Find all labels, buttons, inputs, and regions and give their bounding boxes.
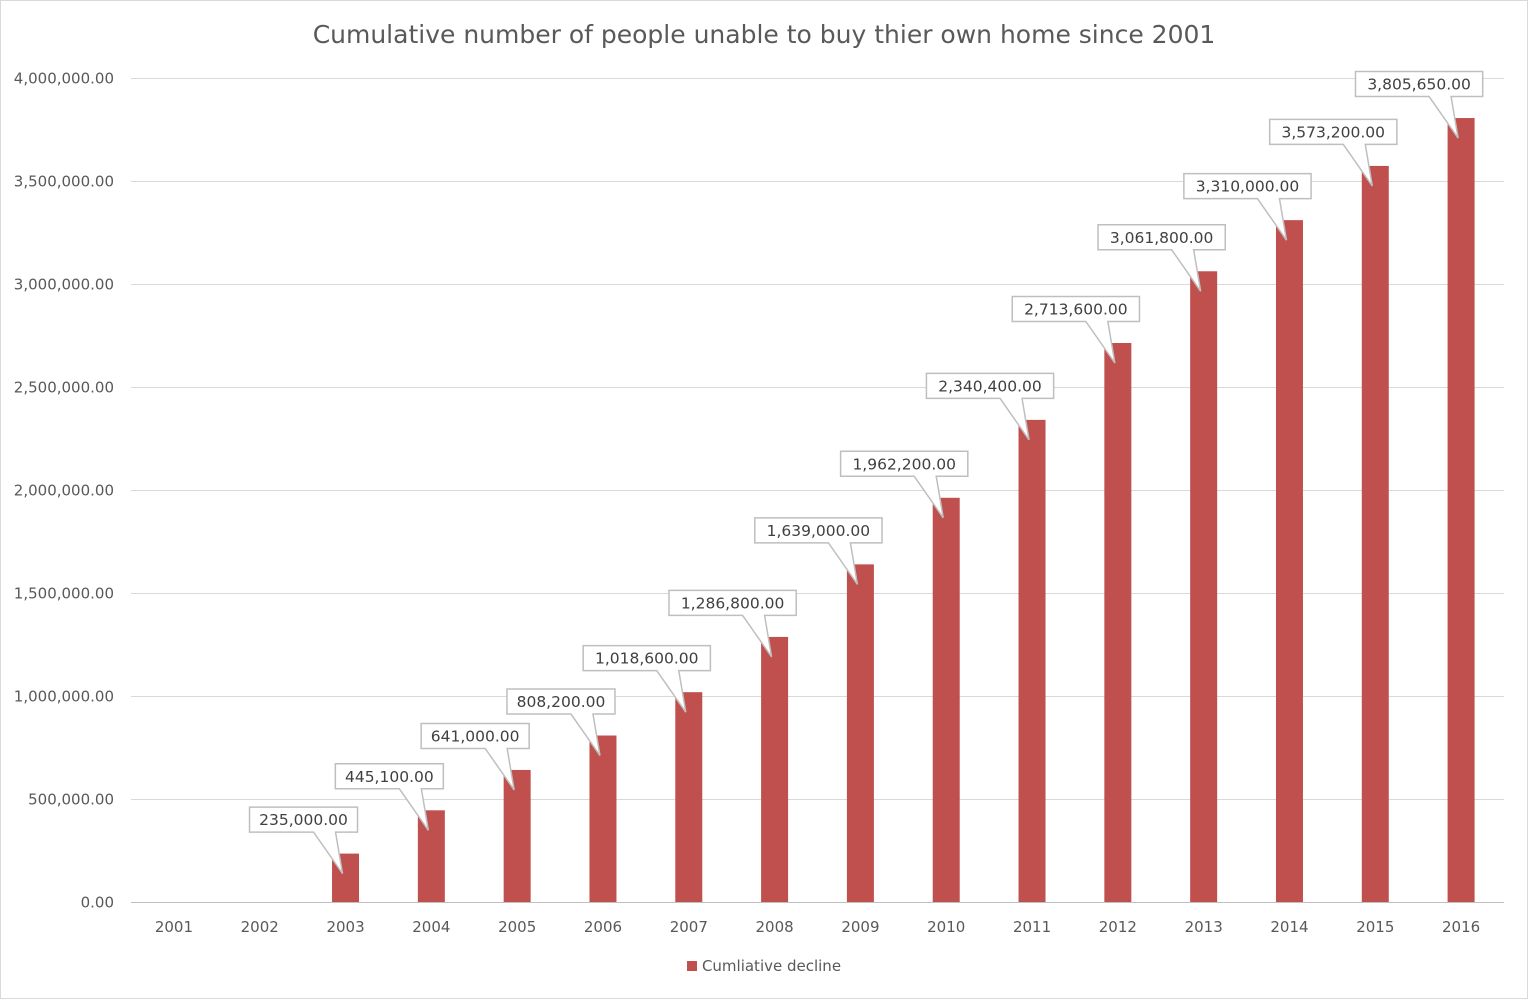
data-label: 235,000.00	[259, 811, 348, 829]
legend: Cumliative decline	[0, 957, 1528, 975]
data-label: 1,962,200.00	[852, 455, 956, 473]
x-tick-label: 2008	[756, 918, 794, 936]
data-label: 641,000.00	[431, 727, 520, 745]
legend-swatch	[686, 961, 697, 971]
bar	[503, 769, 531, 902]
x-tick-label: 2015	[1356, 918, 1394, 936]
data-label-callout	[334, 763, 445, 831]
x-tick-label: 2009	[841, 918, 879, 936]
bar	[589, 735, 617, 902]
x-tick-label: 2012	[1099, 918, 1137, 936]
bar	[1190, 271, 1218, 903]
x-tick-label: 2004	[412, 918, 450, 936]
x-tick-label: 2002	[241, 918, 279, 936]
y-tick-label: 1,500,000.00	[14, 585, 114, 603]
data-label: 3,310,000.00	[1196, 178, 1300, 196]
bar	[1104, 342, 1132, 902]
x-tick-label: 2007	[670, 918, 708, 936]
x-tick-label: 2001	[155, 918, 193, 936]
x-tick-label: 2016	[1442, 918, 1480, 936]
y-tick-label: 3,500,000.00	[14, 173, 114, 191]
x-tick-label: 2006	[584, 918, 622, 936]
data-label-callout	[420, 722, 530, 791]
bar	[1447, 118, 1475, 902]
data-label-callout	[668, 589, 797, 658]
data-label-callout	[1097, 224, 1227, 292]
bar	[1361, 165, 1389, 903]
y-tick-label: 2,000,000.00	[14, 482, 114, 500]
bar	[1275, 220, 1303, 902]
bar	[675, 692, 703, 902]
x-tick-label: 2010	[927, 918, 965, 936]
data-label: 3,061,800.00	[1110, 229, 1214, 247]
y-tick-label: 4,000,000.00	[14, 70, 114, 88]
data-label-callout	[506, 688, 616, 756]
bar	[932, 497, 960, 902]
data-label-callout	[1011, 295, 1141, 364]
y-tick-label: 2,500,000.00	[14, 379, 114, 397]
data-label-callout	[1183, 172, 1312, 241]
bar	[417, 810, 445, 902]
data-label: 808,200.00	[517, 693, 606, 711]
bar	[1018, 419, 1046, 902]
data-label: 2,340,400.00	[938, 377, 1042, 395]
data-label-callout	[839, 450, 969, 519]
data-label-callout	[248, 806, 359, 875]
x-tick-label: 2014	[1270, 918, 1308, 936]
data-label-callout	[754, 517, 883, 585]
legend-label: Cumliative decline	[701, 957, 842, 975]
y-tick-label: 0.00	[81, 894, 114, 912]
data-label: 3,573,200.00	[1282, 123, 1386, 141]
data-label: 445,100.00	[345, 768, 434, 786]
data-label: 1,286,800.00	[681, 594, 785, 612]
x-tick-label: 2011	[1013, 918, 1051, 936]
bar	[846, 564, 874, 902]
bar	[761, 636, 789, 902]
chart-title: Cumulative number of people unable to bu…	[312, 20, 1216, 49]
data-label: 1,018,600.00	[595, 650, 699, 668]
data-label-callout	[582, 644, 712, 713]
data-label: 2,713,600.00	[1024, 300, 1128, 318]
x-tick-label: 2005	[498, 918, 536, 936]
data-label-callout	[1268, 118, 1398, 187]
y-tick-label: 3,000,000.00	[14, 276, 114, 294]
data-label: 3,805,650.00	[1367, 76, 1471, 94]
data-label-callout	[925, 372, 1055, 441]
data-label: 1,639,000.00	[767, 522, 871, 540]
y-tick-label: 1,000,000.00	[14, 688, 114, 706]
x-tick-label: 2013	[1185, 918, 1223, 936]
data-label-callout	[1354, 70, 1484, 139]
x-tick-label: 2003	[326, 918, 364, 936]
y-tick-label: 500,000.00	[28, 791, 114, 809]
